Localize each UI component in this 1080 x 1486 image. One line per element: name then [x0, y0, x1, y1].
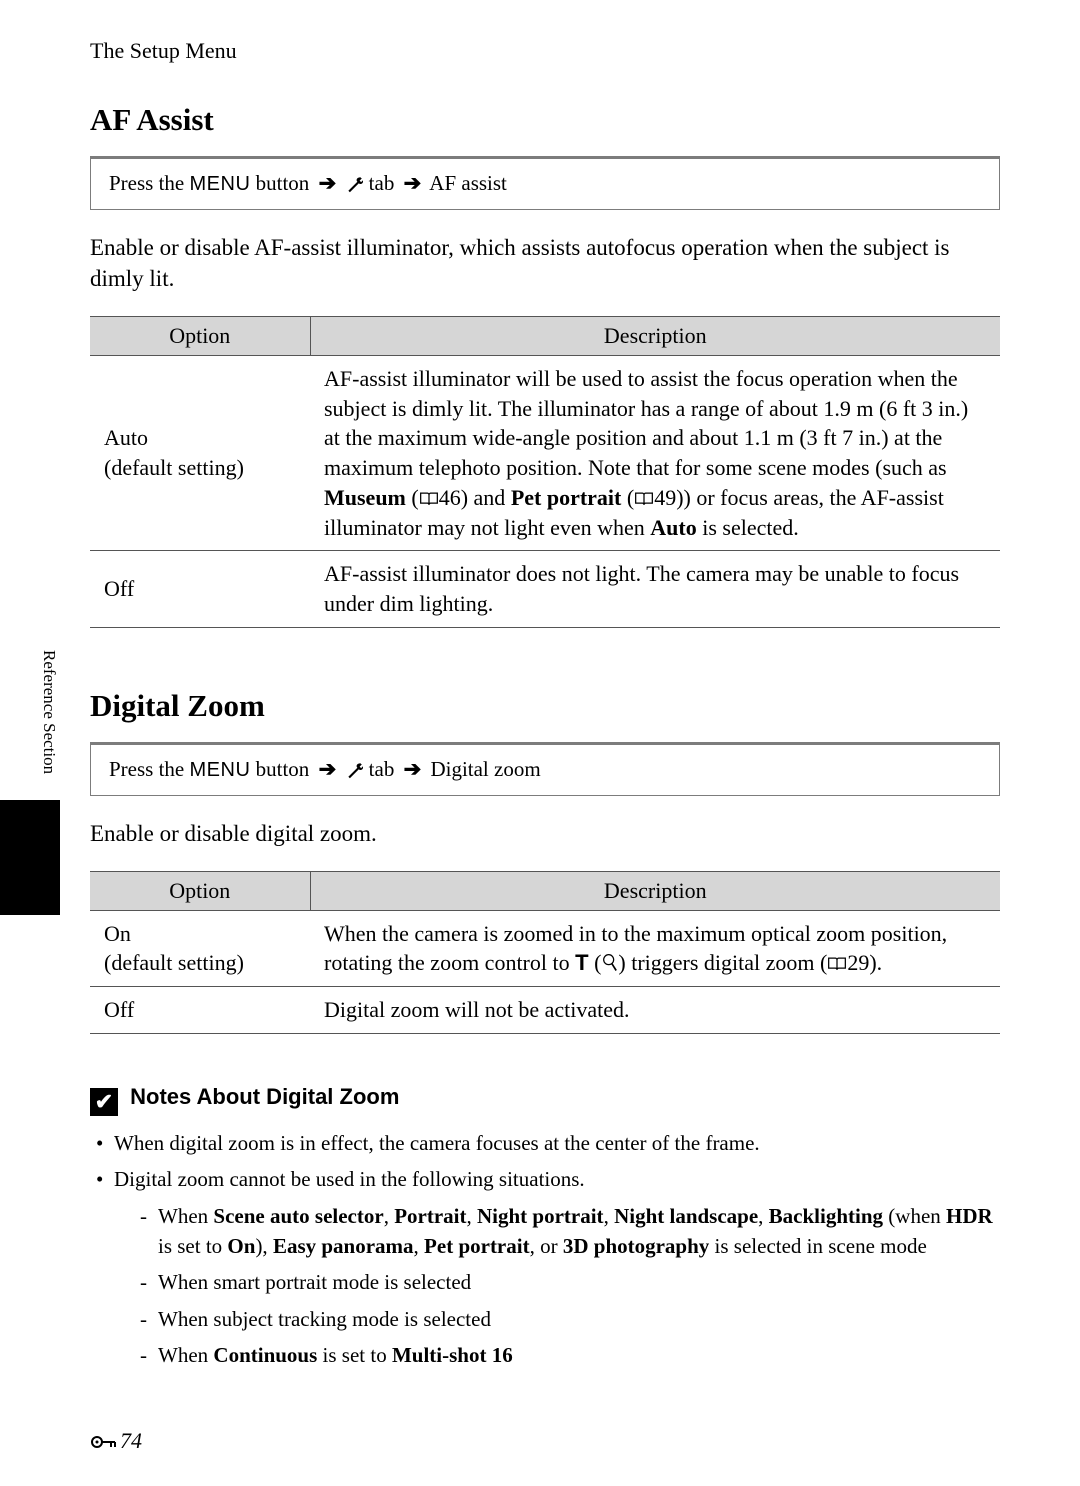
list-item: When smart portrait mode is selected [138, 1267, 1000, 1297]
list-item: When subject tracking mode is selected [138, 1304, 1000, 1334]
page-tab [0, 800, 60, 915]
menu-button-label: MENU [190, 173, 251, 195]
list-item: Digital zoom cannot be used in the follo… [90, 1164, 1000, 1371]
table-row: Off AF-assist illuminator does not light… [90, 551, 1000, 627]
check-icon: ✔ [90, 1088, 118, 1116]
breadcrumb: The Setup Menu [90, 38, 1000, 64]
side-label: Reference Section [39, 650, 59, 774]
notes-heading: ✔ Notes About Digital Zoom [90, 1084, 1000, 1116]
list-item: When Continuous is set to Multi-shot 16 [138, 1340, 1000, 1370]
nav-path-digital-zoom: Press the MENU button ➔ tab ➔ Digital zo… [90, 745, 1000, 796]
table-row: Auto (default setting) AF-assist illumin… [90, 356, 1000, 551]
book-icon [827, 950, 847, 975]
page-number: 74 [90, 1428, 142, 1454]
nav-path-af-assist: Press the MENU button ➔ tab ➔ AF assist [90, 159, 1000, 210]
wrench-icon [345, 760, 363, 783]
list-item: When digital zoom is in effect, the came… [90, 1128, 1000, 1158]
table-af-assist: Option Description Auto (default setting… [90, 316, 1000, 628]
section-title-digital-zoom: Digital Zoom [90, 688, 1000, 724]
col-description: Description [310, 317, 1000, 356]
intro-digital-zoom: Enable or disable digital zoom. [90, 818, 1000, 849]
col-option: Option [90, 871, 310, 910]
wrench-icon [345, 174, 363, 197]
table-row: Off Digital zoom will not be activated. [90, 987, 1000, 1034]
magnify-icon [601, 950, 618, 975]
intro-af-assist: Enable or disable AF-assist illuminator,… [90, 232, 1000, 294]
refkey-icon [90, 1428, 120, 1453]
book-icon [419, 485, 439, 510]
section-title-af-assist: AF Assist [90, 102, 1000, 138]
col-description: Description [310, 871, 1000, 910]
list-item: When Scene auto selector, Portrait, Nigh… [138, 1201, 1000, 1262]
menu-button-label: MENU [190, 759, 251, 781]
book-icon [634, 485, 654, 510]
table-row: On (default setting) When the camera is … [90, 910, 1000, 986]
col-option: Option [90, 317, 310, 356]
table-digital-zoom: Option Description On (default setting) … [90, 871, 1000, 1034]
notes-list: When digital zoom is in effect, the came… [90, 1128, 1000, 1371]
